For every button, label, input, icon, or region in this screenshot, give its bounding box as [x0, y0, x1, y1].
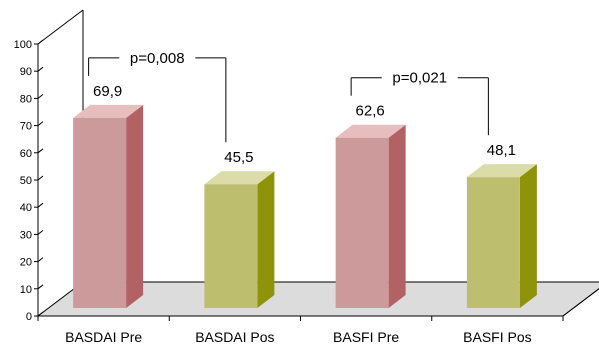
bar-side: [389, 125, 406, 308]
data-label: 62,6: [356, 103, 385, 120]
data-label: 48,1: [487, 142, 516, 159]
y-tick-label: 30: [20, 229, 32, 241]
y-tick-diagonal: [38, 149, 43, 153]
y-tick-diagonal: [38, 94, 43, 98]
data-label: 45,5: [224, 149, 253, 166]
y-tick-label: 40: [20, 202, 32, 214]
y-tick-diagonal: [38, 40, 43, 44]
bar-2: [204, 184, 257, 308]
y-tick-label: 10: [20, 284, 32, 296]
bar-side: [126, 105, 143, 308]
y-tick-label: 60: [20, 148, 32, 160]
y-tick-label: 70: [20, 121, 32, 133]
y-tick-diagonal: [38, 122, 43, 126]
bars-layer: [73, 105, 537, 308]
bar-1: [73, 118, 126, 308]
y-tick-diagonal: [38, 67, 43, 71]
p-value-label: p=0,008: [130, 50, 185, 67]
category-label: BASDAI Pre: [65, 329, 142, 345]
y-tick-label: 20: [20, 257, 32, 269]
y-tick-label: 90: [20, 66, 32, 78]
category-label: BASFI Pre: [333, 329, 399, 345]
data-label: 69,9: [93, 83, 122, 100]
y-tick-diagonal: [38, 285, 43, 289]
annotations-layer: p=0,008 p=0,021: [89, 50, 489, 142]
category-label: BASDAI Pos: [195, 329, 274, 345]
category-label: BASFI Pos: [463, 329, 531, 345]
bar-side: [257, 171, 274, 308]
y-tick-label: 100: [14, 39, 32, 51]
y-tick-diagonal: [38, 258, 43, 262]
y-tick-diagonal: [38, 230, 43, 234]
y-tick-label: 0: [26, 311, 32, 323]
p-value-label: p=0,021: [392, 70, 447, 87]
y-tick-diagonal: [38, 203, 43, 207]
bar-4: [467, 177, 520, 308]
wall-top-diagonal: [38, 10, 83, 44]
bar-3: [336, 138, 389, 308]
bar-side: [520, 164, 537, 308]
y-tick-label: 50: [20, 175, 32, 187]
y-tick-diagonal: [38, 176, 43, 180]
y-tick-label: 80: [20, 93, 32, 105]
